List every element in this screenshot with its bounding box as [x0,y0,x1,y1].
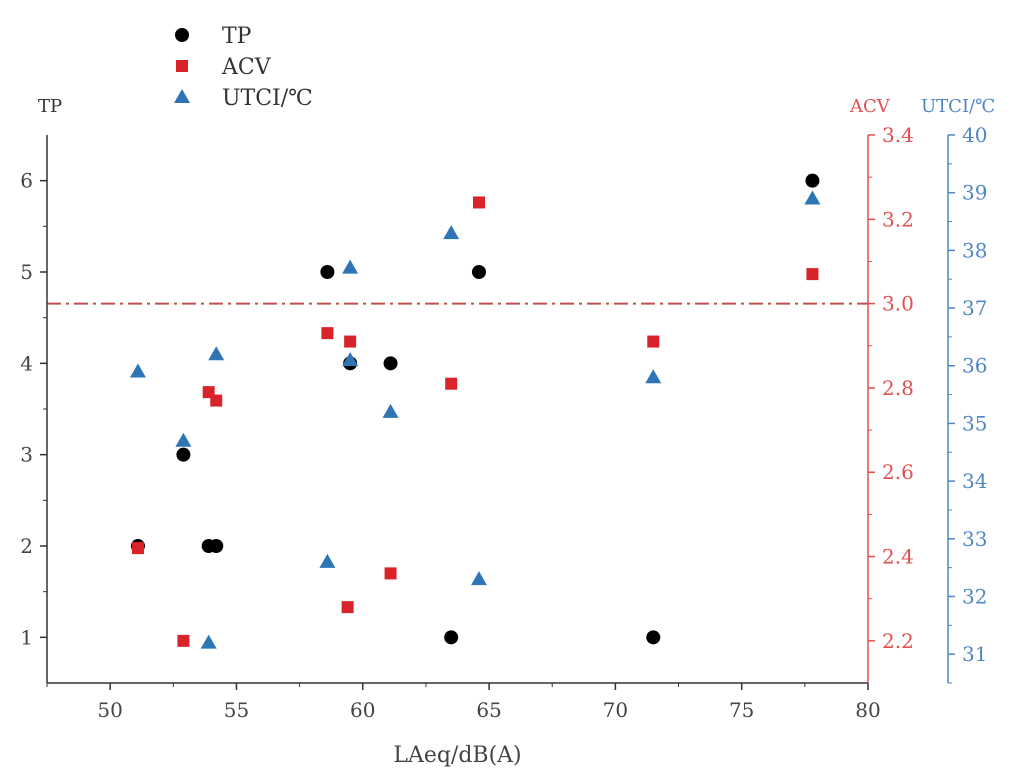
tp-tick-label: 6 [20,169,33,193]
acv-tick-label: 3.4 [882,123,914,147]
tp-tick-label: 1 [20,625,33,649]
tp-axis-title: TP [38,96,62,117]
acv-point [131,542,144,555]
x-tick-label: 60 [350,698,375,722]
acv-point [210,394,223,407]
utci-point [342,259,359,274]
acv-tick-label: 2.2 [882,629,914,653]
acv-tick-label: 2.6 [882,460,914,484]
legend-label-acv: ACV [221,55,272,80]
utci-tick-label: 40 [962,123,987,147]
utci-point [645,369,662,384]
tp-tick-label: 3 [20,443,33,467]
utci-tick-label: 34 [962,469,987,493]
x-axis-title: LAeq/dB(A) [393,743,521,768]
tp-point [383,356,398,371]
utci-point [175,432,192,447]
utci-tick-label: 39 [962,181,987,205]
utci-point [382,403,399,418]
tp-point [444,630,459,645]
tp-point [209,539,224,553]
x-tick-label: 80 [855,698,880,722]
utci-tick-label: 35 [962,411,987,435]
tp-point [471,265,486,279]
axes-layer: 50 55 60 65 70 75 80LAeq/dB(A)123456TP2.22.42.… [20,96,995,768]
legend-marker-tp [175,28,189,42]
utci-point [342,351,359,366]
utci-point [208,346,225,361]
legend-label-tp: TP [222,24,252,49]
x-tick-label: 55 [224,698,249,722]
acv-tick-label: 2.4 [882,545,914,569]
utci-point [200,634,217,649]
legend-label-utci: UTCI/℃ [222,86,313,111]
utci-tick-label: 37 [962,296,987,320]
acv-point [445,377,458,390]
utci-point [319,553,336,568]
x-tick-label: 50 [97,698,122,722]
x-tick-label: 70 [603,698,628,722]
legend: TP ACV UTCI/℃ [174,24,313,111]
acv-tick-label: 3.0 [882,292,914,316]
utci-tick-label: 31 [962,642,987,666]
utci-point [804,190,821,205]
acv-axis-title: ACV [849,96,891,117]
legend-marker-acv [176,60,188,72]
acv-tick-label: 2.8 [882,376,914,400]
data-points-layer [129,173,821,649]
tp-point [176,447,191,462]
utci-point [470,571,487,586]
tp-tick-label: 5 [20,260,33,284]
utci-tick-label: 36 [962,354,987,378]
acv-tick-label: 3.2 [882,207,914,231]
utci-tick-label: 38 [962,238,987,262]
acv-point [806,268,819,281]
acv-point [647,335,660,348]
acv-point [384,567,397,580]
x-tick-label: 65 [476,698,501,722]
acv-point [177,634,190,647]
acv-point [321,327,334,340]
acv-point [341,601,354,614]
tp-point [320,265,335,279]
utci-tick-label: 33 [962,527,987,551]
tp-tick-label: 4 [20,351,33,375]
tp-point [646,630,661,645]
utci-axis-title: UTCI/℃ [921,96,995,117]
utci-tick-label: 32 [962,584,987,608]
acv-point [344,335,357,348]
utci-point [443,225,460,240]
acv-point [472,196,485,209]
tp-tick-label: 2 [20,534,33,558]
utci-point [129,363,146,378]
legend-marker-utci [174,89,190,103]
x-tick-label: 75 [729,698,754,722]
tp-point [805,173,820,188]
